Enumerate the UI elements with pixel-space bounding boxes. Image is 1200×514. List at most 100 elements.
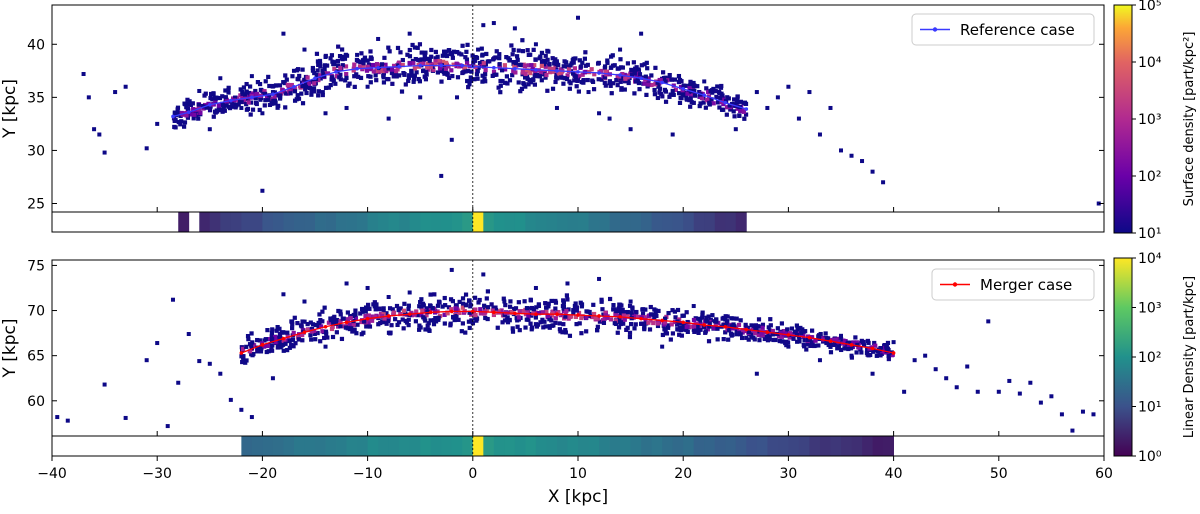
scatter-point	[249, 415, 254, 420]
surface-density-cell	[738, 99, 743, 104]
track-marker	[513, 66, 517, 71]
surface-density-cell	[412, 77, 417, 82]
density-strip-segment	[662, 212, 674, 232]
density-strip-segment	[704, 436, 716, 456]
surface-density-cell	[732, 97, 737, 102]
surface-density-cell	[708, 88, 713, 94]
surface-density-cell	[519, 86, 525, 91]
density-strip-segment	[451, 212, 463, 232]
surface-density-cell	[463, 55, 468, 60]
surface-density-cell	[467, 310, 472, 315]
surface-density-cell	[629, 67, 634, 73]
surface-density-cell	[346, 83, 351, 88]
surface-density-cell	[241, 85, 247, 90]
surface-density-cell	[406, 323, 411, 328]
surface-density-cell	[217, 95, 223, 101]
surface-density-cell	[262, 89, 267, 94]
surface-density-cell	[703, 330, 708, 335]
surface-density-cell	[631, 68, 636, 73]
surface-density-cell	[275, 105, 280, 110]
surface-density-cell	[823, 331, 828, 336]
surface-density-cell	[222, 108, 227, 113]
surface-density-cell	[886, 353, 891, 359]
density-strip-segment	[472, 212, 484, 232]
surface-density-cell	[437, 66, 443, 71]
surface-density-cell	[724, 320, 730, 325]
scatter-point	[92, 127, 97, 132]
scatter-point	[218, 371, 223, 376]
surface-density-cell	[220, 94, 225, 99]
y-tick-label: 40	[27, 37, 45, 53]
surface-density-cell	[497, 62, 502, 67]
surface-density-cell	[596, 77, 601, 82]
surface-density-cell	[382, 66, 388, 72]
surface-density-cell	[352, 84, 357, 89]
surface-density-cell	[272, 94, 277, 99]
density-strip-segment	[357, 436, 368, 456]
scatter-point	[197, 359, 202, 364]
surface-density-cell	[216, 103, 221, 108]
surface-density-cell	[549, 318, 554, 323]
density-strip-segment	[735, 436, 747, 456]
scatter-point	[1017, 391, 1022, 396]
scatter-point	[1080, 409, 1085, 414]
surface-density-cell	[731, 109, 736, 114]
scatter-point	[55, 415, 60, 420]
surface-density-cell	[573, 314, 579, 320]
scatter-point	[565, 281, 570, 286]
y-tick-label: 65	[27, 349, 45, 365]
surface-density-cell	[692, 88, 697, 94]
surface-density-cell	[649, 82, 654, 88]
surface-density-cell	[312, 89, 317, 94]
surface-density-cell	[714, 94, 719, 100]
track-marker	[492, 65, 496, 70]
surface-density-cell	[629, 310, 634, 315]
surface-density-cell	[644, 92, 649, 97]
scatter-point	[796, 326, 801, 331]
density-strip-segment	[567, 212, 579, 232]
surface-density-cell	[317, 58, 323, 64]
surface-density-cell	[610, 53, 615, 58]
surface-density-cell	[501, 296, 506, 301]
surface-density-cell	[756, 317, 762, 322]
surface-density-cell	[540, 310, 546, 315]
surface-density-cell	[843, 346, 849, 351]
scatter-point	[144, 358, 149, 363]
surface-density-cell	[244, 81, 249, 87]
surface-density-cell	[567, 67, 572, 72]
surface-density-cell	[608, 317, 614, 322]
surface-density-cell	[325, 71, 331, 76]
scatter-point	[702, 79, 707, 84]
surface-density-cell	[465, 42, 470, 47]
scatter-point	[165, 424, 170, 429]
surface-density-cell	[723, 330, 728, 335]
density-strip-segment	[462, 436, 474, 456]
surface-density-cell	[382, 55, 387, 60]
scatter-point	[817, 358, 822, 363]
surface-density-cell	[233, 105, 238, 110]
surface-density-cell	[312, 71, 317, 76]
surface-density-cell	[661, 70, 666, 75]
scatter-point	[491, 21, 496, 26]
surface-density-cell	[516, 300, 521, 305]
surface-density-cell	[675, 322, 680, 327]
density-strip-segment	[798, 436, 810, 456]
density-strip-segment	[430, 436, 442, 456]
surface-density-cell	[754, 326, 759, 331]
surface-density-cell	[285, 330, 290, 335]
track-marker	[323, 324, 328, 329]
track-marker	[660, 318, 664, 323]
surface-density-cell	[846, 346, 851, 352]
surface-density-cell	[433, 59, 438, 64]
surface-density-cell	[442, 321, 447, 326]
track-marker	[334, 70, 338, 74]
surface-density-cell	[497, 52, 502, 57]
surface-density-cell	[642, 81, 647, 86]
surface-density-cell	[315, 330, 320, 336]
surface-density-cell	[365, 302, 371, 307]
surface-density-cell	[446, 64, 451, 69]
surface-density-cell	[274, 328, 279, 333]
surface-density-cell	[554, 60, 559, 66]
surface-density-cell	[191, 116, 196, 121]
